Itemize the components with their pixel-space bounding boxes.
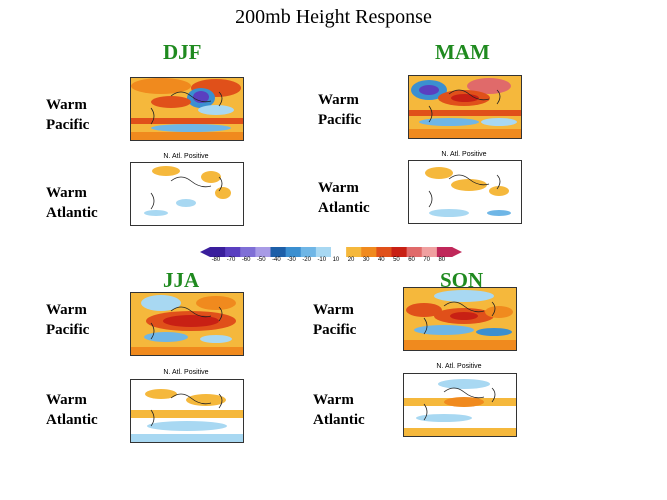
colorbar-swatch	[300, 247, 317, 257]
colorbar-tick-label: -50	[256, 257, 266, 263]
map-jja-warm-pacific	[130, 292, 244, 356]
subtitle-mam: N. Atl. Positive	[441, 151, 487, 158]
colorbar-arrow-left	[200, 247, 210, 257]
colorbar-tick-label: -60	[241, 257, 251, 263]
colorbar-tick-label: 60	[408, 257, 415, 263]
subtitle-son: N. Atl. Positive	[436, 363, 482, 370]
label-mam-warm-pacific: Warm Pacific	[318, 92, 362, 128]
colorbar-swatch	[315, 247, 332, 257]
subtitle-jja: N. Atl. Positive	[163, 369, 209, 376]
colorbar-swatch	[285, 247, 302, 257]
season-title-mam: MAM	[435, 40, 490, 64]
colorbar-swatch	[346, 247, 362, 257]
colorbar-tick-label: 10	[332, 257, 340, 263]
colorbar-tick-label: 30	[362, 257, 370, 263]
colorbar-swatch	[225, 247, 241, 257]
label-djf-warm-atlantic: Warm Atlantic	[46, 185, 98, 221]
label-mam-warm-atlantic: Warm Atlantic	[318, 180, 370, 216]
colorbar-swatch	[421, 247, 438, 257]
colorbar-tick-label: -80	[211, 257, 221, 263]
season-title-jja: JJA	[163, 268, 200, 292]
map-son-warm-atlantic	[403, 373, 517, 437]
colorbar-swatch	[255, 247, 271, 257]
colorbar-tick-label: 70	[423, 257, 430, 263]
subtitle-djf: N. Atl. Positive	[163, 153, 209, 160]
colorbar-swatch	[436, 247, 453, 257]
colorbar-arrow-right	[452, 247, 462, 257]
colorbar-swatch	[391, 247, 408, 257]
map-son-warm-pacific	[403, 287, 517, 351]
label-jja-warm-atlantic: Warm Atlantic	[46, 392, 98, 428]
colorbar-tick-label: 50	[393, 257, 400, 263]
map-mam-warm-atlantic	[408, 160, 522, 224]
colorbar	[200, 247, 462, 257]
colorbar-tick-label: -30	[287, 257, 296, 263]
page-title: 200mb Height Response	[235, 6, 432, 28]
colorbar-swatch	[210, 247, 226, 257]
colorbar-swatch	[331, 247, 347, 257]
map-djf-warm-pacific	[130, 77, 244, 141]
map-jja-warm-atlantic	[130, 379, 244, 443]
map-mam-warm-pacific	[408, 75, 522, 139]
map-djf-warm-atlantic	[130, 162, 244, 226]
colorbar-swatch	[406, 247, 423, 257]
colorbar-tick-label: 20	[347, 257, 355, 263]
colorbar-tick-label: -40	[272, 257, 281, 263]
label-son-warm-atlantic: Warm Atlantic	[313, 392, 365, 428]
label-son-warm-pacific: Warm Pacific	[313, 302, 357, 338]
label-djf-warm-pacific: Warm Pacific	[46, 97, 90, 133]
colorbar-tick-label: -10	[317, 257, 327, 263]
colorbar-swatch	[270, 247, 287, 257]
label-jja-warm-pacific: Warm Pacific	[46, 302, 90, 338]
colorbar-tick-label: -20	[302, 257, 311, 263]
colorbar-swatch	[361, 247, 377, 257]
colorbar-swatch	[376, 247, 392, 257]
colorbar-tick-label: -70	[226, 257, 236, 263]
season-title-djf: DJF	[163, 40, 202, 64]
colorbar-swatch	[240, 247, 256, 257]
colorbar-tick-label: 80	[438, 257, 446, 263]
colorbar-tick-label: 40	[377, 257, 385, 263]
